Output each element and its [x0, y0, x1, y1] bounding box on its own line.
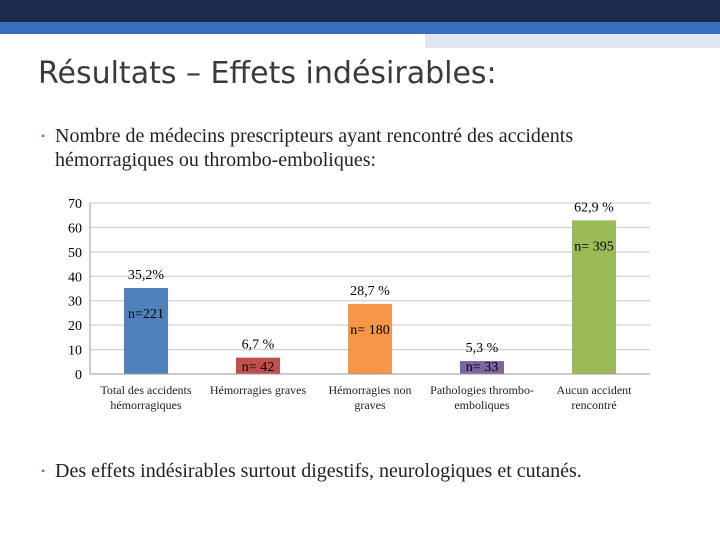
bullet-text: Nombre de médecins prescripteurs ayant r… [55, 125, 574, 171]
x-tick-label: Total des accidents hémorragiques [100, 383, 192, 412]
n-label: n= 42 [242, 360, 274, 375]
x-tick-label-box: Total des accidents hémorragiques [100, 383, 192, 412]
accent-strip [425, 34, 720, 48]
bullet: • Des effets indésirables surtout digesti… [41, 459, 655, 483]
bar [124, 288, 168, 374]
accent-strip [0, 22, 720, 34]
bar [460, 361, 504, 374]
y-tick-label: 40 [68, 270, 82, 285]
value-label: 35,2% [128, 268, 165, 283]
x-tick-label-box: Hémorragies non graves [328, 383, 412, 412]
x-tick-label: Hémorragies graves [209, 383, 307, 397]
y-tick-label: 70 [68, 197, 82, 212]
slide-title: Résultats – Effets indésirables: [38, 56, 497, 91]
bullet-dot: • [41, 464, 46, 478]
n-label: n= 180 [350, 323, 389, 338]
value-label: 6,7 % [242, 338, 275, 353]
n-label: n=221 [128, 307, 164, 322]
y-tick-label: 50 [68, 246, 82, 261]
x-tick-label-box: Pathologies thrombo-emboliques [430, 383, 534, 412]
value-label: 62,9 % [574, 200, 614, 215]
y-tick-label: 0 [75, 368, 82, 383]
x-tick-label-box: Aucun accident rencontré [556, 383, 632, 412]
y-tick-label: 30 [68, 295, 82, 310]
top-bar [0, 0, 720, 22]
x-tick-label-box: Hémorragies graves [209, 383, 307, 397]
bar [348, 303, 392, 374]
bullet-text: Des effets indésirables surtout digestif… [55, 460, 582, 482]
y-tick-label: 10 [68, 344, 82, 359]
bar [236, 357, 280, 374]
bar [572, 220, 616, 374]
value-label: 5,3 % [466, 341, 499, 356]
x-tick-label: Pathologies thrombo-emboliques [430, 383, 534, 412]
y-tick-label: 60 [68, 221, 82, 236]
n-label: n= 33 [466, 360, 498, 375]
bullet: • Nombre de médecins prescripteurs ayant … [41, 124, 615, 172]
value-label: 28,7 % [350, 284, 390, 299]
bullet-dot: • [41, 129, 46, 143]
y-tick-label: 20 [68, 319, 82, 334]
x-tick-label: Aucun accident rencontré [556, 383, 632, 412]
n-label: n= 395 [574, 239, 613, 254]
x-tick-label: Hémorragies non graves [328, 383, 412, 412]
